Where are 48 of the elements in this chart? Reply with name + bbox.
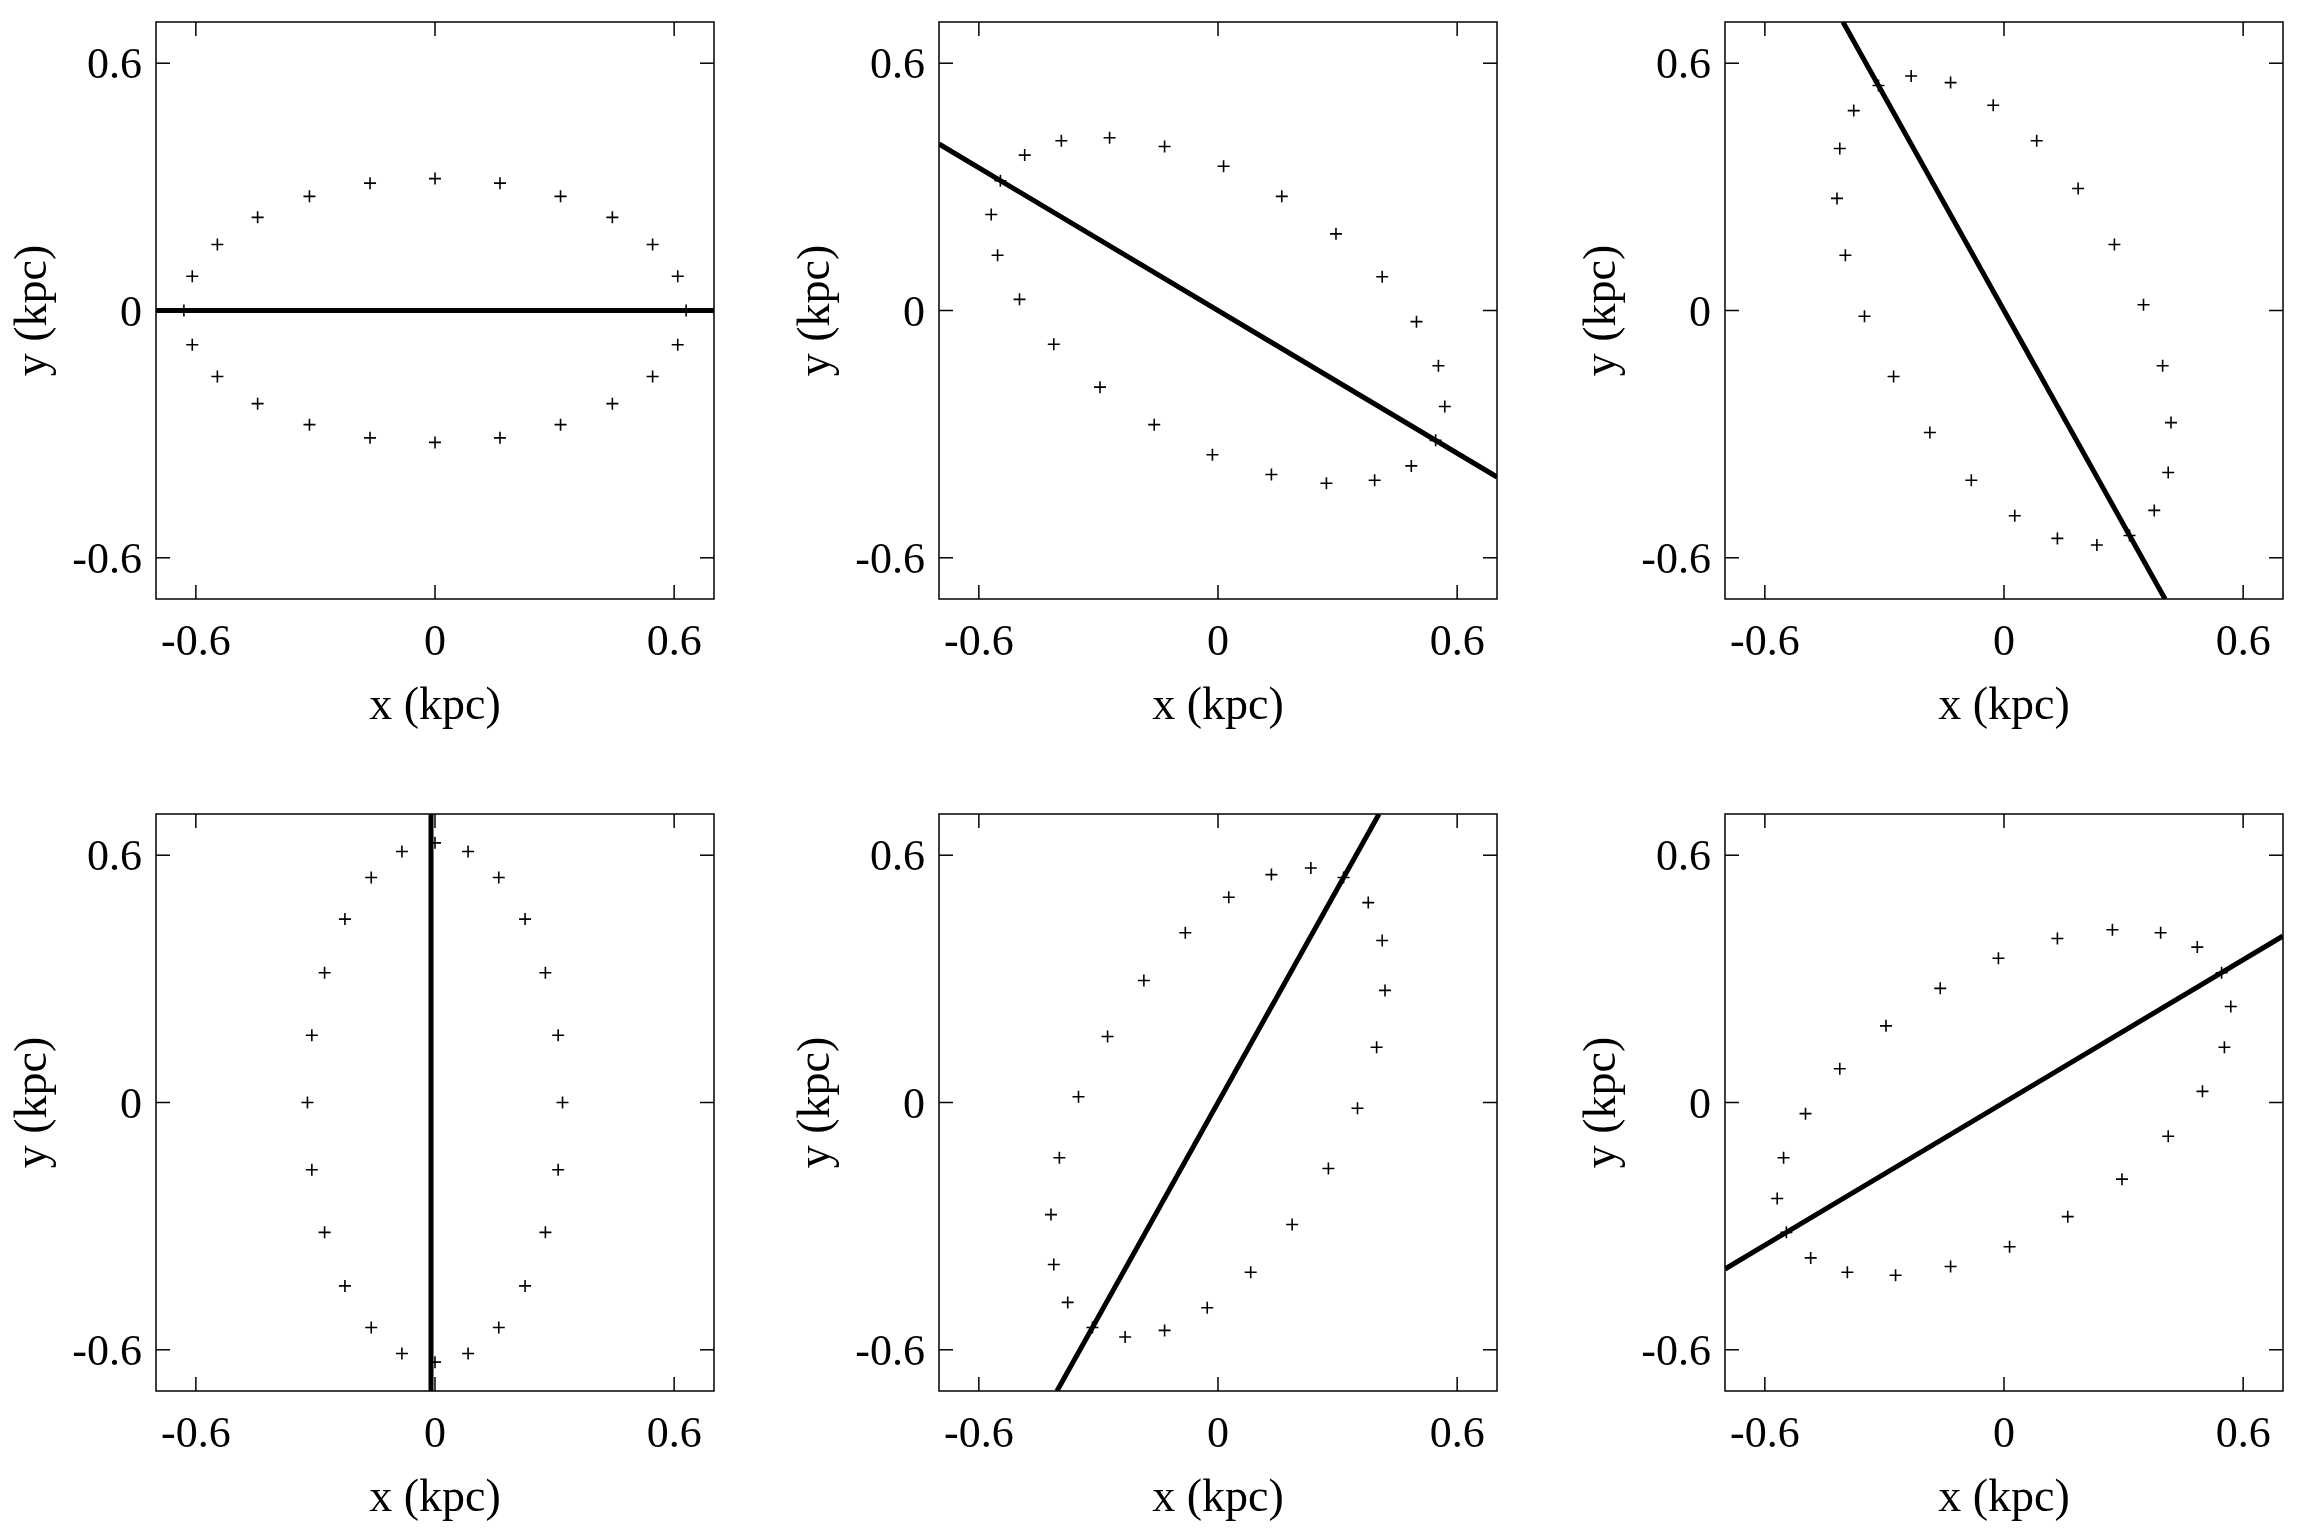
y-tick-label: -0.6 (72, 1325, 142, 1375)
y-axis-title: y (kpc) (788, 1036, 839, 1169)
x-tick-label: -0.6 (1730, 1408, 1800, 1457)
y-tick-label: -0.6 (1641, 1325, 1711, 1375)
y-tick-label: -0.6 (1641, 533, 1711, 583)
y-tick-label: 0.6 (87, 39, 142, 89)
y-axis-title: y (kpc) (1574, 244, 1625, 377)
y-tick-label: 0.6 (870, 831, 925, 881)
x-axis-title: x (kpc) (1152, 1470, 1284, 1521)
x-axis-title: x (kpc) (1938, 1470, 2070, 1521)
x-tick-label: 0 (424, 1408, 446, 1457)
x-tick-label: 0.6 (2215, 616, 2271, 665)
y-axis-title: y (kpc) (788, 244, 839, 377)
y-tick-label: 0 (120, 1078, 142, 1128)
x-tick-label: -0.6 (944, 1408, 1014, 1457)
y-tick-label: -0.6 (855, 533, 925, 583)
x-axis-title: x (kpc) (369, 1470, 501, 1521)
x-tick-label: -0.6 (161, 1408, 231, 1457)
x-tick-label: 0 (1207, 616, 1229, 665)
x-tick-label: 0 (1207, 1408, 1229, 1457)
x-tick-label: 0.6 (1429, 1408, 1485, 1457)
x-axis-title: x (kpc) (1152, 678, 1284, 729)
y-axis-title: y (kpc) (1574, 1036, 1625, 1169)
x-axis-title: x (kpc) (1938, 678, 2070, 729)
y-tick-label: 0.6 (1656, 831, 1711, 881)
y-tick-label: -0.6 (855, 1325, 925, 1375)
y-axis-title: y (kpc) (5, 1036, 56, 1169)
x-axis-title: x (kpc) (369, 678, 501, 729)
x-tick-label: -0.6 (1730, 616, 1800, 665)
x-tick-label: 0.6 (1429, 616, 1485, 665)
y-tick-label: -0.6 (72, 533, 142, 583)
x-tick-label: 0.6 (2215, 1408, 2271, 1457)
x-tick-label: 0.6 (646, 1408, 702, 1457)
y-tick-label: 0 (120, 286, 142, 336)
x-tick-label: -0.6 (944, 616, 1014, 665)
y-axis-title: y (kpc) (5, 244, 56, 377)
y-tick-label: 0.6 (87, 831, 142, 881)
x-tick-label: 0.6 (646, 616, 702, 665)
x-tick-label: 0 (424, 616, 446, 665)
x-tick-label: -0.6 (161, 616, 231, 665)
y-tick-label: 0 (903, 1078, 925, 1128)
y-tick-label: 0.6 (870, 39, 925, 89)
y-tick-label: 0 (1689, 1078, 1711, 1128)
x-tick-label: 0 (1993, 1408, 2015, 1457)
x-tick-label: 0 (1993, 616, 2015, 665)
y-tick-label: 0 (903, 286, 925, 336)
y-tick-label: 0 (1689, 286, 1711, 336)
y-tick-label: 0.6 (1656, 39, 1711, 89)
